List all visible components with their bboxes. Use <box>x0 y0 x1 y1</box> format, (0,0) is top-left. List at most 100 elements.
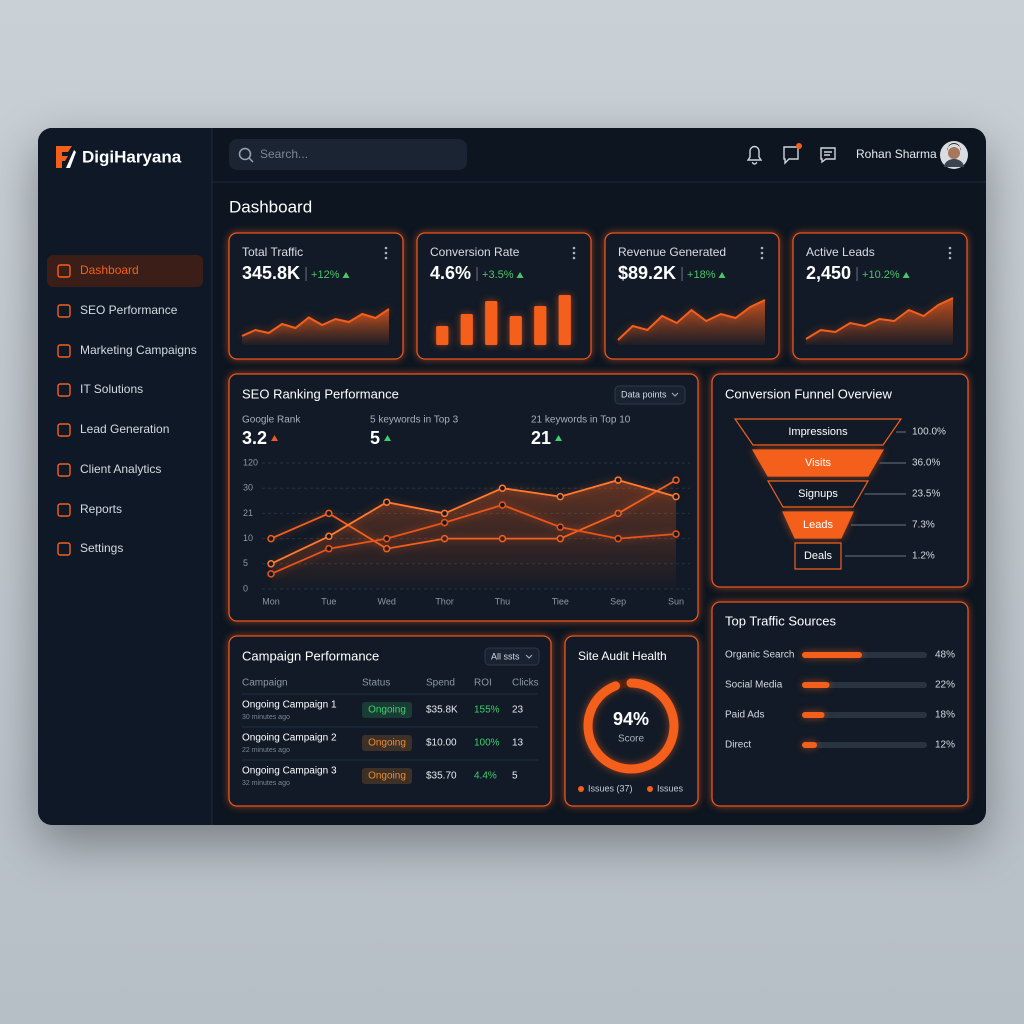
nav-item[interactable]: SEO Performance <box>80 303 178 317</box>
nav-item[interactable]: Lead Generation <box>80 422 169 436</box>
traffic-track <box>802 682 927 688</box>
seo-point <box>440 509 449 518</box>
kpi-value: 345.8K <box>242 263 300 283</box>
funnel-stage <box>733 418 903 446</box>
nav-icon <box>57 423 71 437</box>
seo-button-chevron <box>671 392 679 397</box>
seo-button-label: Data points <box>621 389 667 399</box>
kpi-line <box>241 308 390 337</box>
seo-stat-value: 21 <box>531 428 551 448</box>
funnel-title: Conversion Funnel Overview <box>725 386 893 401</box>
campaign-spend: $35.8K <box>426 705 458 716</box>
kpi-area <box>618 300 765 345</box>
nav-icon <box>57 304 71 318</box>
kpi-line <box>617 299 766 341</box>
search-box[interactable] <box>229 139 467 170</box>
chat-icon[interactable] <box>783 146 799 165</box>
traffic-label: Paid Ads <box>725 710 764 721</box>
funnel-value-label: 1.2% <box>912 551 935 562</box>
kpi-menu-dot[interactable] <box>384 256 388 260</box>
campaign-clicks: 5 <box>512 771 518 782</box>
nav-item[interactable]: Client Analytics <box>80 462 161 476</box>
seo-point <box>556 523 565 531</box>
traffic-track <box>802 742 927 748</box>
kpi-menu-dot[interactable] <box>948 251 952 255</box>
audit-score: 94% <box>613 709 649 729</box>
kpi-bar <box>485 301 498 345</box>
nav-item[interactable]: Settings <box>80 541 123 555</box>
kpi-bar <box>460 314 473 345</box>
kpi-change-arrow <box>902 272 910 278</box>
campaign-panel <box>228 635 552 807</box>
seo-line <box>270 479 677 565</box>
notifications-icon[interactable] <box>746 145 763 165</box>
kpi-menu-dot[interactable] <box>384 251 388 255</box>
kpi-menu-dot[interactable] <box>948 256 952 260</box>
seo-title: SEO Ranking Performance <box>242 386 399 401</box>
messages-icon[interactable] <box>820 147 836 164</box>
kpi-change: +3.5% <box>482 269 514 281</box>
seo-area <box>271 480 676 589</box>
seo-point <box>267 570 275 578</box>
nav-item[interactable]: Dashboard <box>80 263 139 277</box>
traffic-title: Top Traffic Sources <box>725 613 837 628</box>
kpi-menu-dot[interactable] <box>760 251 764 255</box>
seo-stat-arrow <box>555 435 563 441</box>
funnel-stage <box>766 480 870 508</box>
kpi-change-arrow <box>516 272 524 278</box>
seo-button[interactable] <box>614 385 686 405</box>
avatar[interactable] <box>940 141 968 169</box>
kpi-menu-dot[interactable] <box>384 246 388 250</box>
x-tick-label: Wed <box>378 596 396 606</box>
seo-point <box>614 476 622 484</box>
funnel-stage-label: Leads <box>803 519 833 531</box>
y-tick-label: 30 <box>243 483 253 493</box>
nav-icon <box>57 264 71 278</box>
kpi-bar <box>534 306 547 345</box>
audit-legend-dot <box>647 786 653 792</box>
campaign-clicks: 13 <box>512 738 524 749</box>
seo-line <box>270 504 677 575</box>
nav-icon <box>57 463 71 477</box>
seo-point <box>614 534 622 543</box>
campaign-clicks: 23 <box>512 705 524 716</box>
campaign-name: Ongoing Campaign 3 <box>242 766 337 777</box>
brand: DigiHaryana <box>82 147 182 166</box>
funnel-stage <box>751 449 885 477</box>
seo-point <box>382 534 391 543</box>
nav-item[interactable]: Marketing Campaigns <box>80 343 197 357</box>
kpi-label: Revenue Generated <box>618 245 726 259</box>
kpi-menu-dot[interactable] <box>572 251 576 255</box>
kpi-change-arrow <box>342 272 350 278</box>
seo-point <box>440 518 449 527</box>
x-tick-label: Sep <box>610 596 626 606</box>
kpi-menu-dot[interactable] <box>948 246 952 250</box>
kpi-menu-dot[interactable] <box>572 246 576 250</box>
audit-legend-label: Issues <box>657 783 684 793</box>
kpi-bar <box>436 326 449 345</box>
seo-stat-label: 5 keywords in Top 3 <box>370 415 459 426</box>
y-tick-label: 120 <box>243 457 258 467</box>
audit-legend-label: Issues (37) <box>588 783 633 793</box>
nav-item[interactable]: Reports <box>80 502 122 516</box>
campaign-button[interactable] <box>484 647 540 666</box>
kpi-bar <box>558 295 571 345</box>
x-tick-label: Sun <box>668 596 684 606</box>
seo-point <box>267 534 275 543</box>
kpi-menu-dot[interactable] <box>760 246 764 250</box>
search-icon-handle <box>248 157 254 163</box>
kpi-label: Conversion Rate <box>430 245 520 259</box>
kpi-value: 4.6% <box>430 263 471 283</box>
nav-icon <box>57 542 71 556</box>
traffic-bar <box>802 652 862 658</box>
kpi-change: +12% <box>311 269 340 281</box>
kpi-menu-dot[interactable] <box>760 256 764 260</box>
kpi-value: $89.2K <box>618 263 676 283</box>
nav-item[interactable]: IT Solutions <box>80 382 143 396</box>
nav-icon <box>57 383 71 397</box>
search-icon <box>238 147 252 161</box>
traffic-bar <box>802 712 825 718</box>
kpi-menu-dot[interactable] <box>572 256 576 260</box>
page-title: Dashboard <box>229 197 312 216</box>
table-header: Status <box>362 678 390 689</box>
